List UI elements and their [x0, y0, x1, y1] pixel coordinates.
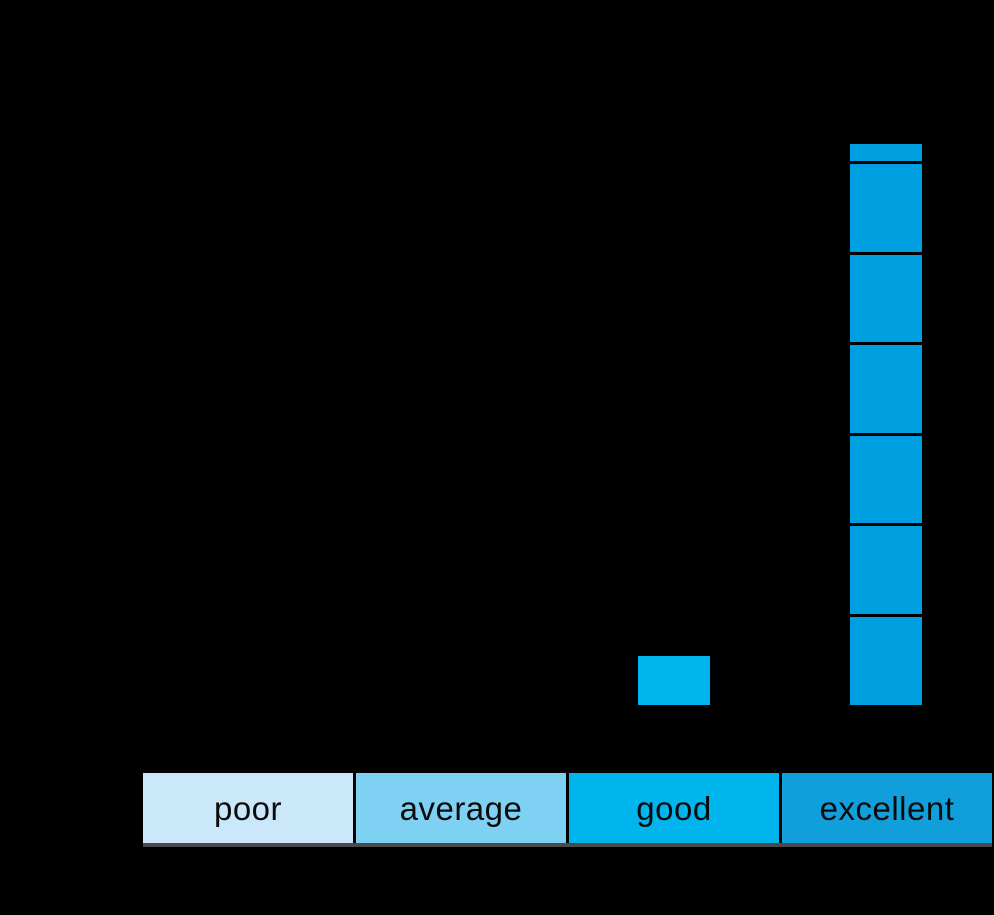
bar-good	[637, 656, 710, 706]
category-strip: poor average good excellent	[143, 773, 992, 843]
gridline	[143, 613, 992, 617]
category-label: excellent	[819, 789, 955, 827]
gridline	[143, 342, 992, 346]
gridline	[143, 523, 992, 527]
category-cell-good: good	[569, 773, 779, 843]
category-cell-poor: poor	[143, 773, 353, 843]
gridline	[143, 432, 992, 436]
category-label: average	[399, 789, 523, 827]
category-cell-excellent: excellent	[782, 773, 992, 843]
strip-shadow-line	[143, 843, 992, 847]
bar-excellent	[849, 144, 922, 706]
x-axis-line	[143, 704, 992, 708]
category-label: poor	[213, 789, 283, 827]
category-label: good	[636, 789, 712, 827]
gridline	[143, 160, 992, 164]
category-cell-average: average	[356, 773, 566, 843]
gridline	[143, 251, 992, 255]
